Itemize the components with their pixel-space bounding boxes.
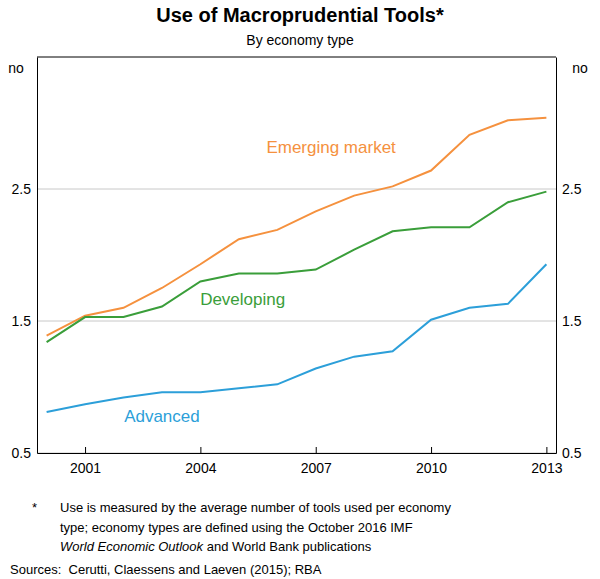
footnote-marker: * — [32, 500, 37, 515]
y-tick: 1.5 — [12, 313, 37, 329]
y-tick: 0.5 — [556, 445, 582, 461]
x-axis: 2001 2004 2007 2010 2013 — [38, 447, 563, 476]
y-axis-left: 0.5 1.5 2.5 — [12, 58, 38, 461]
x-tick: 2001 — [70, 447, 101, 476]
y-tick: 2.5 — [12, 181, 37, 197]
y-tick-label: 0.5 — [12, 445, 32, 461]
y-axis-label: no — [8, 60, 24, 76]
y-tick-label: 1.5 — [12, 313, 32, 329]
y-tick-label: 2.5 — [562, 181, 582, 197]
y-tick-label: 2.5 — [12, 181, 32, 197]
y-axis-right: 0.5 1.5 2.5 — [556, 58, 582, 461]
footnote-line: World Economic Outlook and World Bank pu… — [60, 539, 372, 554]
footnote-segment: and World Bank publications — [203, 539, 372, 554]
y-tick-label: 0.5 — [562, 445, 582, 461]
y-tick: 2.5 — [556, 181, 582, 197]
x-tick-mark — [200, 447, 201, 453]
grid-line — [37, 453, 556, 454]
plot-area — [47, 118, 547, 412]
x-tick-mark — [316, 447, 317, 453]
chart: Use of Macroprudential Tools* By economy … — [0, 0, 600, 579]
y-axis-line — [37, 58, 38, 454]
series-label: Developing — [200, 290, 285, 309]
x-tick-mark — [546, 447, 547, 453]
footnote-segment: World Economic Outlook — [60, 539, 205, 554]
x-tick: 2007 — [301, 447, 332, 476]
frame-top — [37, 57, 556, 58]
subtitle: By economy type — [246, 32, 354, 48]
footnote-line: Use is measured by the average number of… — [60, 500, 451, 515]
x-tick: 2010 — [416, 447, 447, 476]
line-series — [47, 264, 547, 412]
y-axis-label-right: no — [572, 60, 588, 76]
x-tick-label: 2013 — [531, 460, 562, 476]
x-tick-mark — [85, 447, 86, 453]
x-tick-mark — [431, 447, 432, 453]
title: Use of Macroprudential Tools* — [156, 4, 444, 26]
x-tick-label: 2007 — [301, 460, 332, 476]
grid — [37, 189, 556, 453]
series-label: Emerging market — [266, 138, 396, 157]
x-tick: 2013 — [531, 447, 562, 476]
x-axis-line — [38, 453, 557, 454]
y-axis-line — [556, 58, 557, 454]
x-tick-label: 2004 — [185, 460, 216, 476]
y-tick: 1.5 — [556, 313, 582, 329]
line-series — [47, 192, 547, 342]
x-tick-label: 2001 — [70, 460, 101, 476]
footnote-line: type; economy types are defined using th… — [60, 520, 413, 535]
sources: Sources: Cerutti, Claessens and Laeven (… — [10, 562, 322, 577]
x-tick-label: 2010 — [416, 460, 447, 476]
y-tick: 0.5 — [12, 445, 37, 461]
grid-line — [37, 321, 556, 322]
x-tick: 2004 — [185, 447, 216, 476]
series-label: Advanced — [124, 407, 200, 426]
grid-line — [37, 189, 556, 190]
y-tick-label: 1.5 — [562, 313, 582, 329]
